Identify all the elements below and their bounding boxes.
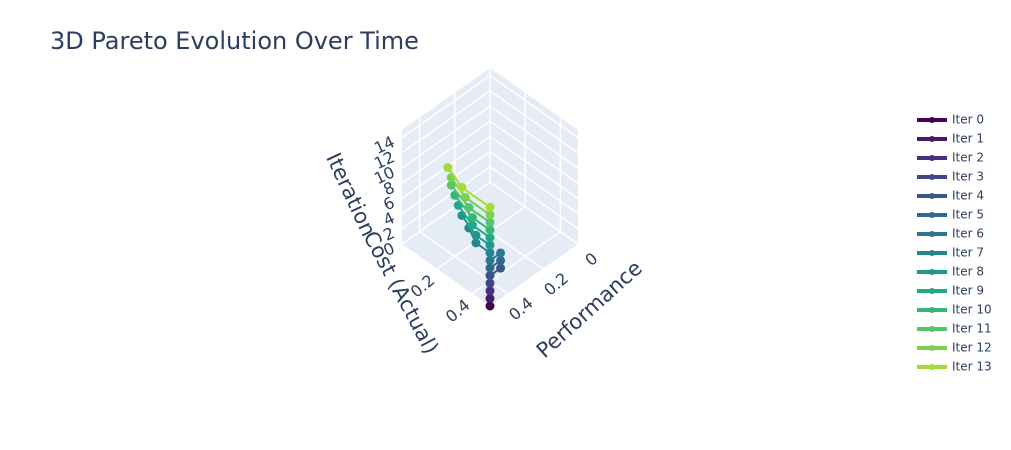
legend-label: Iter 13	[952, 360, 992, 374]
point	[485, 202, 495, 212]
legend-label: Iter 1	[952, 132, 984, 146]
point	[485, 271, 495, 281]
legend-marker	[929, 174, 935, 180]
point	[496, 263, 506, 273]
legend-marker	[929, 326, 935, 332]
point	[471, 238, 481, 248]
legend-marker	[929, 250, 935, 256]
legend-label: Iter 10	[952, 303, 992, 317]
point	[496, 256, 506, 266]
point	[485, 286, 495, 296]
legend-label: Iter 2	[952, 151, 984, 165]
grid-line	[401, 181, 491, 245]
left-wall	[402, 68, 490, 244]
point	[485, 240, 495, 250]
point	[467, 213, 477, 223]
chart-title: 3D Pareto Evolution Over Time	[50, 27, 419, 55]
legend-marker	[929, 364, 935, 370]
legend-label: Iter 11	[952, 322, 992, 336]
grid-line	[401, 74, 491, 139]
grid-line	[401, 166, 491, 230]
legend-marker	[929, 345, 935, 351]
point	[485, 293, 495, 303]
grid-line	[489, 181, 579, 245]
y-tick-label: 0	[581, 249, 601, 270]
point	[485, 278, 495, 288]
grid-line	[401, 120, 491, 184]
grid-line	[489, 90, 579, 154]
legend-label: Iter 9	[952, 284, 984, 298]
legend-marker	[929, 231, 935, 237]
point	[460, 192, 470, 202]
point	[446, 180, 456, 190]
legend-label: Iter 8	[952, 265, 984, 279]
grid-line	[489, 135, 579, 200]
point	[485, 225, 495, 235]
point	[467, 220, 477, 230]
point	[485, 248, 495, 258]
y-axis-title: Performance	[532, 256, 647, 363]
z-axis-title: Iteration	[321, 149, 380, 240]
point	[471, 230, 481, 240]
legend-label: Iter 7	[952, 246, 984, 260]
legend-marker	[929, 269, 935, 275]
point	[443, 163, 453, 173]
point	[485, 217, 495, 227]
legend-label: Iter 12	[952, 341, 992, 355]
legend-marker	[929, 136, 935, 142]
point	[485, 210, 495, 220]
point	[485, 233, 495, 243]
legend-marker	[929, 288, 935, 294]
point	[485, 255, 495, 265]
legend-label: Iter 0	[952, 113, 984, 127]
grid-line	[401, 90, 491, 154]
grid-line	[489, 120, 579, 184]
x-tick-label: 0.4	[442, 295, 474, 326]
point	[485, 263, 495, 273]
point	[496, 248, 506, 258]
grid-line	[489, 150, 579, 215]
legend-label: Iter 4	[952, 189, 984, 203]
point	[457, 182, 467, 192]
legend-marker	[929, 155, 935, 161]
right-wall	[490, 68, 578, 244]
legend-label: Iter 5	[952, 208, 984, 222]
legend-marker	[929, 117, 935, 123]
legend-marker	[929, 193, 935, 199]
grid-line	[401, 105, 491, 169]
legend-marker	[929, 212, 935, 218]
point	[485, 301, 495, 311]
y-tick-label: 0.2	[540, 269, 572, 300]
legend-label: Iter 6	[952, 227, 984, 241]
point	[464, 203, 474, 213]
grid-line	[489, 105, 579, 169]
legend-label: Iter 3	[952, 170, 984, 184]
legend-marker	[929, 307, 935, 313]
grid-line	[489, 166, 579, 230]
y-tick-label: 0.4	[505, 293, 537, 324]
grid-line	[489, 74, 579, 139]
grid-line	[401, 150, 491, 215]
